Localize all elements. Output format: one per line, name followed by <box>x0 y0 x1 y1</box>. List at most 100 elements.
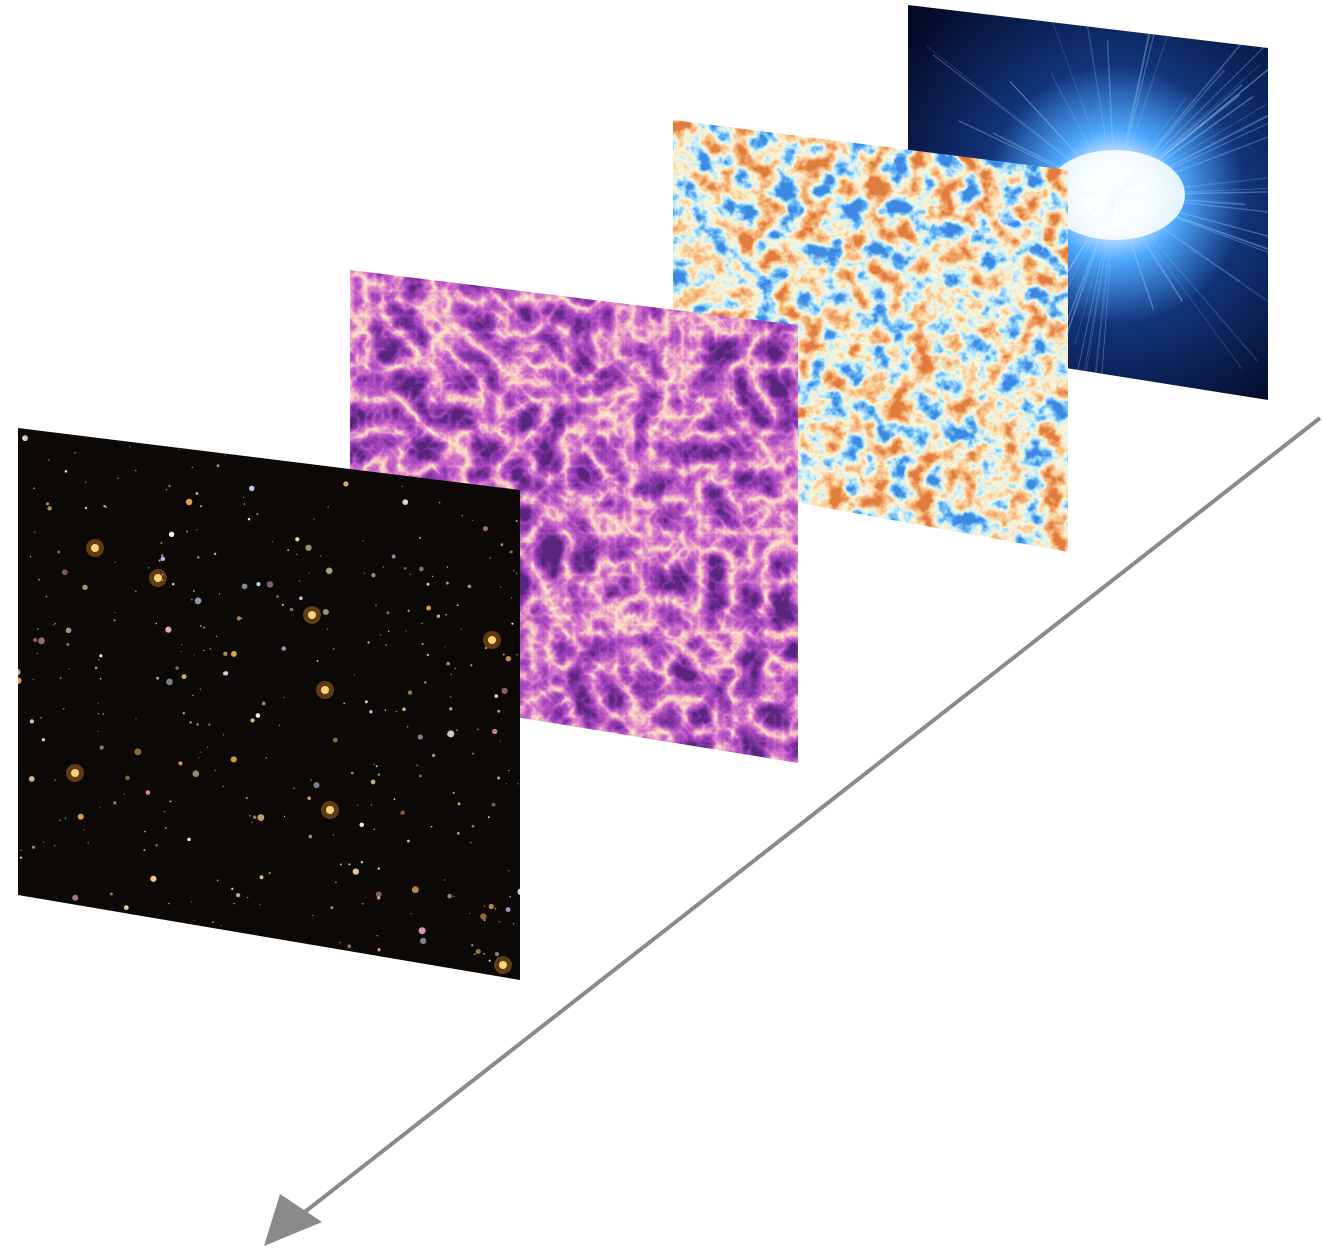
galaxy <box>272 448 275 451</box>
galaxy <box>255 713 261 718</box>
galaxy <box>87 842 89 844</box>
galaxy <box>484 646 488 650</box>
galaxy <box>97 702 99 704</box>
galaxy <box>283 696 285 698</box>
galaxy <box>515 520 518 522</box>
galaxy <box>247 896 249 899</box>
galaxy <box>109 892 113 896</box>
galaxy <box>192 694 194 697</box>
galaxy <box>33 637 38 643</box>
galaxy <box>512 923 515 925</box>
galaxy <box>60 982 61 983</box>
galaxy <box>38 637 45 645</box>
galaxy <box>230 650 237 657</box>
galaxy <box>310 779 312 781</box>
galaxy <box>233 902 236 905</box>
galaxy <box>155 622 158 625</box>
galaxy <box>350 771 354 775</box>
galaxy <box>271 540 274 543</box>
galaxy <box>461 515 463 517</box>
galaxy <box>92 957 94 959</box>
galaxy <box>48 459 50 461</box>
galaxy <box>407 839 410 843</box>
galaxy <box>298 580 301 582</box>
galaxy <box>308 572 310 574</box>
galaxy <box>296 434 298 436</box>
galaxy <box>187 837 191 842</box>
galaxy <box>134 748 142 756</box>
time-arrow <box>264 416 1322 1246</box>
galaxy <box>494 907 497 910</box>
galaxy <box>443 879 446 881</box>
galaxy <box>60 953 63 957</box>
galaxy <box>64 470 68 473</box>
galaxy <box>268 939 270 941</box>
galaxy <box>148 567 150 569</box>
galaxy <box>391 554 396 559</box>
galaxy <box>308 834 313 839</box>
galaxy <box>222 734 225 736</box>
galaxy <box>499 740 502 742</box>
galaxy <box>480 913 487 920</box>
galaxy <box>367 641 370 644</box>
galaxy <box>312 914 314 917</box>
galaxy <box>488 903 494 910</box>
galaxy <box>40 717 42 719</box>
galaxy <box>251 821 253 824</box>
galaxy <box>375 765 378 768</box>
galaxy <box>500 543 504 547</box>
galaxy <box>516 654 518 656</box>
galaxy <box>220 430 224 434</box>
galaxy <box>400 810 405 815</box>
galaxy <box>416 764 419 767</box>
galaxy <box>487 816 490 819</box>
galaxy <box>494 694 499 698</box>
galaxy <box>144 830 146 833</box>
galaxy <box>162 573 164 576</box>
galaxy <box>332 834 335 836</box>
galaxy <box>505 783 508 785</box>
galaxy <box>325 454 328 457</box>
galaxy <box>505 655 512 662</box>
galaxy <box>194 597 202 605</box>
galaxy <box>42 841 45 843</box>
galaxy <box>363 572 366 574</box>
galaxy <box>194 981 196 983</box>
galaxy <box>376 935 378 937</box>
galaxy <box>407 609 410 612</box>
galaxy <box>293 787 295 790</box>
galaxy <box>226 976 229 980</box>
galaxy <box>203 626 205 629</box>
galaxy <box>436 614 441 618</box>
galaxy <box>298 442 300 445</box>
galaxy <box>454 667 456 669</box>
galaxy <box>418 927 426 935</box>
galaxy <box>223 671 229 676</box>
galaxy <box>456 729 458 731</box>
galaxy <box>311 456 318 463</box>
galaxy <box>483 952 486 955</box>
galaxy <box>185 498 193 506</box>
galaxy <box>74 452 76 454</box>
galaxy <box>169 800 172 803</box>
galaxy <box>330 906 334 910</box>
galaxy <box>55 973 59 977</box>
galaxy <box>362 902 364 905</box>
galaxy <box>97 959 99 962</box>
galaxy <box>456 604 459 607</box>
galaxy <box>68 668 70 670</box>
galaxy <box>104 505 108 509</box>
galaxy <box>373 828 375 830</box>
galaxy <box>160 964 164 968</box>
galaxy <box>410 913 412 915</box>
galaxy <box>483 905 486 907</box>
galaxy <box>84 914 86 916</box>
bright-galaxy <box>326 806 334 814</box>
galaxy <box>276 595 279 598</box>
galaxy <box>66 643 70 646</box>
galaxy <box>460 628 462 630</box>
galaxy <box>231 887 234 891</box>
galaxy <box>29 719 35 724</box>
